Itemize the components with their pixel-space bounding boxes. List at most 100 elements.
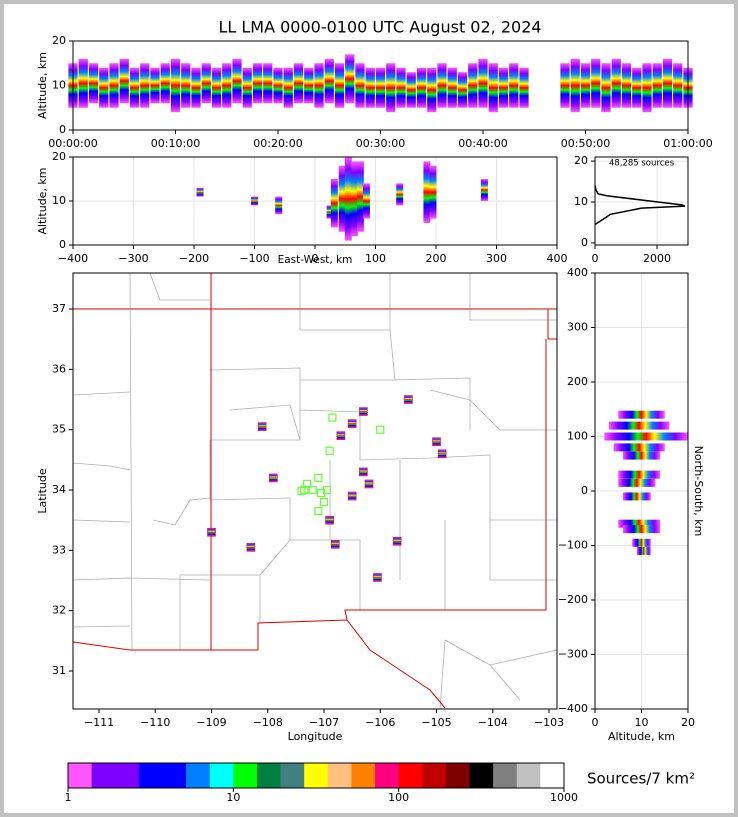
source-range (338, 165, 346, 232)
source-range (604, 432, 688, 441)
source-range (109, 63, 119, 108)
source-range (673, 63, 683, 108)
y-axis-label: Altitude, km (36, 52, 49, 119)
source-range (437, 63, 447, 108)
colorbar-cell (209, 763, 234, 788)
colorbar-cell (327, 763, 352, 788)
colorbar-cell (162, 763, 187, 788)
y-tick-label: 31 (52, 664, 66, 677)
source-cluster (330, 540, 340, 549)
source-cluster (437, 449, 447, 459)
source-cluster (246, 543, 256, 552)
x-axis-label: Longitude (288, 730, 343, 743)
y-tick-label: −300 (558, 648, 588, 661)
source-range (314, 63, 324, 108)
y-tick-label: 10 (574, 195, 588, 208)
source-range (275, 196, 283, 215)
x-tick-label: −108 (253, 716, 283, 729)
source-cluster (269, 473, 278, 483)
colorbar-cell (186, 763, 211, 788)
source-range (232, 58, 242, 104)
x-tick-label: 2000 (643, 252, 671, 265)
x-tick-label: −107 (309, 716, 339, 729)
x-tick-label: 10 (226, 791, 240, 804)
colorbar-cell (115, 763, 140, 788)
source-cluster (359, 407, 368, 416)
x-tick-label: 00:30:00 (356, 137, 405, 150)
y-tick-label: 0 (581, 236, 588, 249)
source-range (160, 63, 170, 104)
source-range (344, 157, 352, 241)
source-range (362, 183, 370, 219)
source-range (355, 63, 365, 108)
source-cluster (336, 431, 346, 441)
y-tick-label: 0 (581, 484, 588, 497)
colorbar-cell (422, 763, 447, 788)
x-tick-label: −200 (179, 252, 209, 265)
source-range (652, 63, 662, 108)
station (300, 485, 309, 495)
source-range (429, 165, 437, 219)
plot-frame (594, 272, 689, 710)
x-tick-label: 0 (592, 716, 599, 729)
source-range (356, 161, 364, 232)
x-tick-label: 300 (486, 252, 507, 265)
plot-frame (72, 272, 558, 710)
source-range (642, 63, 652, 113)
source-range (396, 67, 406, 108)
source-range (181, 63, 191, 108)
station (303, 479, 312, 489)
altitude-histogram (594, 185, 686, 226)
source-range (88, 63, 99, 104)
colorbar-cell (469, 763, 494, 788)
source-range (478, 58, 488, 108)
x-tick-label: 00:00:00 (48, 137, 97, 150)
y-tick-label: 36 (52, 362, 66, 375)
y-tick-label: 100 (567, 430, 588, 443)
plot-frame (72, 156, 558, 246)
source-range (293, 63, 304, 104)
source-range (170, 58, 181, 113)
y-tick-label: 32 (52, 604, 66, 617)
source-range (622, 525, 661, 534)
colorbar-cell (280, 763, 305, 788)
source-range (608, 421, 670, 430)
source-range (480, 179, 488, 201)
colorbar-cell (233, 763, 258, 788)
source-range (488, 63, 498, 113)
y-tick-label: 33 (52, 543, 66, 556)
annotation: 48,285 sources (609, 159, 675, 169)
source-range (150, 67, 160, 104)
source-cluster (373, 573, 382, 582)
source-range (330, 179, 338, 228)
source-range (283, 67, 293, 108)
y-tick-label: 0 (59, 238, 66, 251)
x-tick-label: −105 (421, 716, 451, 729)
x-tick-label: 0 (592, 252, 599, 265)
x-tick-label: 0 (312, 252, 319, 265)
x-tick-label: −300 (118, 252, 148, 265)
x-tick-label: 00:20:00 (253, 137, 302, 150)
source-range (191, 67, 201, 108)
station (308, 485, 317, 495)
source-range (618, 478, 656, 487)
source-range (447, 67, 457, 108)
source-cluster (207, 527, 216, 537)
station (314, 473, 323, 483)
source-range (406, 72, 416, 108)
colorbar-cell (445, 763, 470, 788)
source-range (396, 183, 404, 206)
x-tick-label: −400 (58, 252, 88, 265)
source-range (618, 470, 661, 479)
y-tick-label: 34 (52, 483, 66, 496)
x-tick-label: 400 (547, 252, 568, 265)
source-range (457, 72, 468, 108)
y-tick-label: 37 (52, 302, 66, 315)
source-range (211, 67, 222, 108)
y-tick-label: −400 (558, 702, 588, 715)
plot-frame (72, 40, 689, 131)
source-cluster (257, 422, 267, 431)
plot-frame (67, 762, 565, 789)
station (319, 497, 329, 507)
